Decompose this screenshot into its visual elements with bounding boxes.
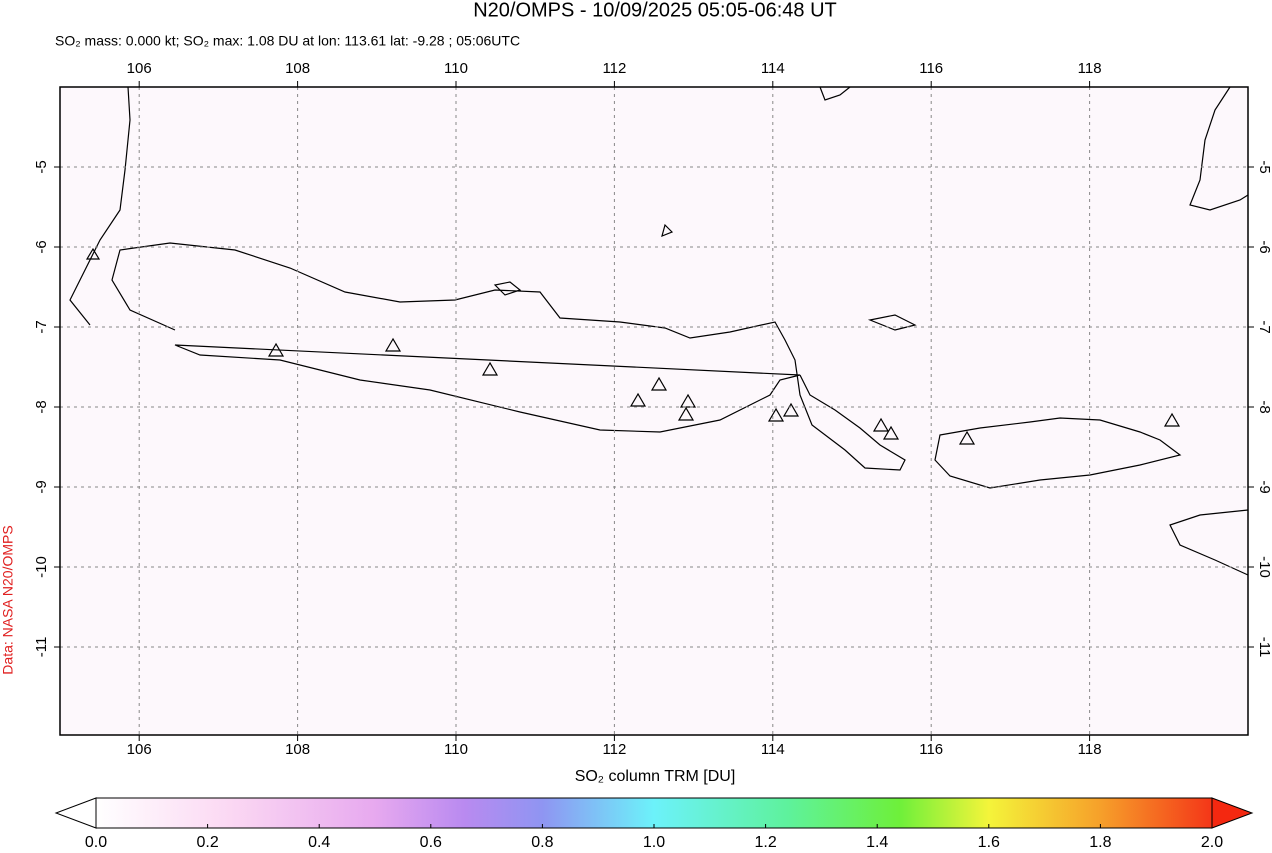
y-tick-label: -6 [1256, 240, 1272, 253]
x-tick-label: 114 [761, 741, 785, 758]
map [59, 86, 1249, 736]
colorbar-under [54, 797, 97, 829]
y-tick-label: -11 [1256, 637, 1272, 658]
colorbar-tick-label: 0.2 [196, 834, 218, 851]
y-tick-label: -5 [33, 160, 50, 173]
credit: Data: NASA N20/OMPS [0, 525, 16, 674]
subtitle: SO₂ mass: 0.000 kt; SO₂ max: 1.08 DU at … [55, 33, 520, 49]
y-tick-label: -6 [33, 240, 50, 253]
y-tick-label: -5 [1256, 160, 1272, 173]
volcano [85, 247, 1181, 445]
x-tick-label: 110 [444, 741, 468, 758]
x-tick-label: 116 [919, 60, 943, 77]
x-tick-label: 108 [285, 60, 310, 77]
colorbar-label: SO₂ column TRM [DU] [575, 768, 736, 785]
colorbar-tick-label: 2.0 [1201, 834, 1223, 851]
colorbar-tick-label: 0.0 [85, 834, 107, 851]
x-tick-label: 118 [1078, 741, 1102, 758]
x-tick-label: 114 [761, 60, 785, 77]
colorbar-tick-label: 1.2 [754, 834, 776, 851]
y-tick-label: -10 [1256, 556, 1272, 578]
map-background [60, 87, 1248, 735]
colorbar-tick-label: 1.4 [866, 834, 888, 851]
x-tick-label: 112 [602, 741, 626, 758]
x-tick-label: 118 [1078, 60, 1102, 77]
colorbar-tick-label: 0.6 [420, 834, 442, 851]
colorbar-tick-label: 0.8 [531, 834, 553, 851]
x-tick-label: 116 [919, 741, 943, 758]
coastline [934, 417, 1182, 489]
coastline [69, 86, 1249, 326]
colorbar-scale [95, 797, 1213, 829]
colorbar-tick-label: 0.4 [308, 834, 330, 851]
y-tick-label: -10 [33, 556, 50, 578]
x-tick-label: 106 [127, 60, 152, 77]
y-tick-label: -8 [1256, 400, 1272, 413]
colorbar-tick-label: 1.6 [978, 834, 1000, 851]
y-tick-label: -11 [33, 637, 50, 658]
map-frame [59, 86, 1249, 736]
colorbar-over [1211, 797, 1254, 829]
volcanoes [85, 247, 1181, 445]
y-tick-label: -8 [33, 400, 50, 413]
x-tick-label: 110 [444, 60, 468, 77]
title: N20/OMPS - 10/09/2025 05:05-06:48 UT [473, 0, 837, 21]
y-tick-label: -7 [1256, 320, 1272, 333]
y-tick-label: -9 [33, 480, 50, 493]
colorbar-tick-label: 1.8 [1089, 834, 1111, 851]
y-tick-label: -7 [33, 320, 50, 333]
x-tick-label: 106 [127, 741, 152, 758]
colorbar-tick-label: 1.0 [643, 834, 665, 851]
y-tick-label: -9 [1256, 480, 1272, 493]
x-tick-label: 108 [285, 741, 310, 758]
colorbar [54, 797, 1254, 829]
coastline [1169, 509, 1249, 576]
x-tick-label: 112 [602, 60, 626, 77]
coastline [111, 242, 906, 471]
